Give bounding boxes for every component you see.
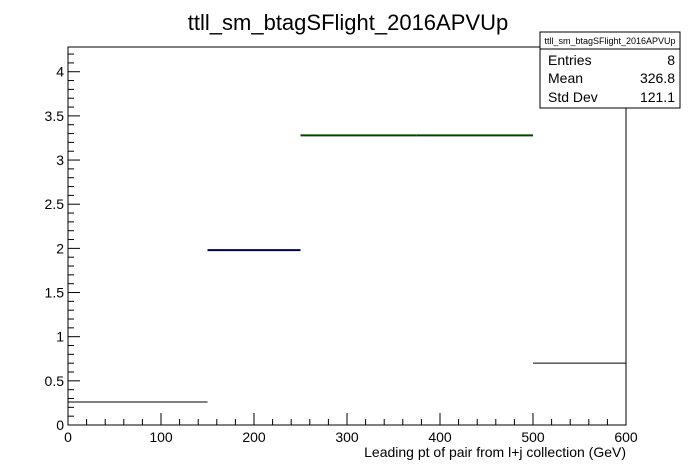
y-tick-label-1: 0.5 xyxy=(45,373,65,389)
x-tick-label-4: 400 xyxy=(428,429,452,445)
x-tick-label-1: 100 xyxy=(149,429,173,445)
x-tick-label-5: 500 xyxy=(521,429,545,445)
x-tick-label-2: 200 xyxy=(242,429,266,445)
y-tick-label-5: 2.5 xyxy=(45,196,65,212)
stats-box: ttll_sm_btagSFlight_2016APVUp Entries 8 … xyxy=(539,31,681,109)
stats-entries-label: Entries xyxy=(548,52,592,68)
y-tick-label-6: 3 xyxy=(56,152,64,168)
x-axis-title: Leading pt of pair from l+j collection (… xyxy=(364,444,626,460)
stats-box-title: ttll_sm_btagSFlight_2016APVUp xyxy=(544,36,675,46)
y-tick-label-2: 1 xyxy=(56,329,64,345)
y-tick-label-7: 3.5 xyxy=(45,108,65,124)
y-axis: 0 0.5 1 1.5 2 2.5 3 3.5 4 xyxy=(45,53,80,433)
histogram-bins xyxy=(68,134,626,403)
stats-mean-value: 326.8 xyxy=(640,70,675,86)
y-tick-label-3: 1.5 xyxy=(45,285,65,301)
y-tick-label-4: 2 xyxy=(56,240,64,256)
x-axis: 0 100 200 300 400 500 600 xyxy=(64,413,638,445)
stats-stddev-value: 121.1 xyxy=(640,89,675,105)
x-tick-label-6: 600 xyxy=(614,429,638,445)
stats-stddev-label: Std Dev xyxy=(548,89,598,105)
y-tick-label-8: 4 xyxy=(56,64,64,80)
stats-entries-value: 8 xyxy=(667,52,675,68)
x-tick-label-3: 300 xyxy=(335,429,359,445)
chart-title: ttll_sm_btagSFlight_2016APVUp xyxy=(188,10,508,35)
stats-box-frame xyxy=(539,31,681,109)
y-tick-label-0: 0 xyxy=(56,417,64,433)
stats-mean-label: Mean xyxy=(548,70,583,86)
x-tick-label-0: 0 xyxy=(64,429,72,445)
